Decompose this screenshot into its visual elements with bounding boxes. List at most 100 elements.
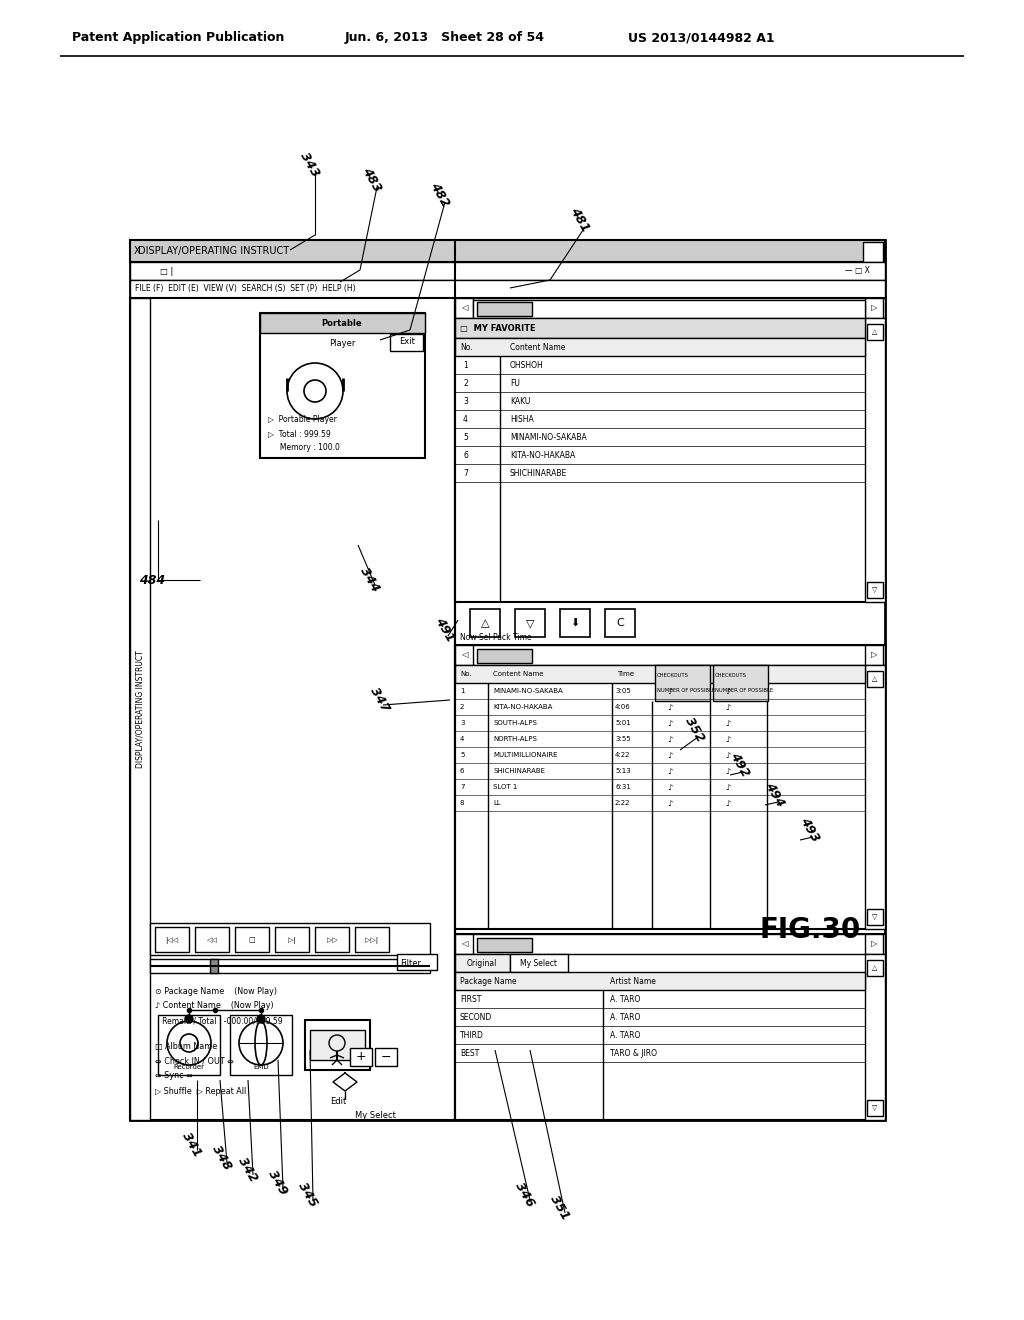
Text: □  MY FAVORITE: □ MY FAVORITE [460, 323, 536, 333]
Text: 351: 351 [548, 1193, 572, 1222]
Text: Artist Name: Artist Name [610, 977, 656, 986]
Bar [455, 318, 865, 338]
Text: 352: 352 [683, 715, 708, 744]
Text: ▷  Total : 999.59: ▷ Total : 999.59 [268, 429, 331, 438]
Text: △: △ [872, 965, 878, 972]
Text: Time: Time [617, 671, 634, 677]
Text: 5: 5 [460, 752, 464, 758]
Text: SHICHINARABE: SHICHINARABE [493, 768, 545, 774]
Text: ▽: ▽ [872, 1105, 878, 1111]
Text: ♪: ♪ [725, 734, 730, 743]
Text: −: − [381, 1051, 391, 1064]
Text: CHECKOUTS: CHECKOUTS [715, 673, 746, 678]
Text: 483: 483 [359, 165, 384, 194]
Text: ♪: ♪ [667, 767, 673, 776]
Text: ▽: ▽ [525, 618, 535, 628]
Bar [470, 609, 500, 638]
Text: 3:05: 3:05 [615, 688, 631, 694]
Text: DISPLAY/OPERATING INSTRUCT: DISPLAY/OPERATING INSTRUCT [138, 246, 289, 256]
Bar [867, 909, 883, 925]
Text: ◁: ◁ [461, 304, 467, 313]
Bar [375, 1048, 397, 1067]
Text: □ Album Name: □ Album Name [155, 1041, 217, 1051]
Text: 347: 347 [368, 685, 392, 714]
Text: No.: No. [460, 342, 473, 351]
Text: ▷▷|: ▷▷| [366, 936, 379, 944]
Text: ◁◁: ◁◁ [207, 937, 217, 942]
Bar [305, 1020, 370, 1071]
Text: C: C [616, 618, 624, 628]
Text: 484: 484 [139, 573, 165, 586]
Text: 7: 7 [463, 469, 468, 478]
Bar [390, 334, 423, 351]
Text: 2:22: 2:22 [615, 800, 631, 807]
Text: FIG.30: FIG.30 [760, 916, 860, 944]
Bar [155, 927, 189, 952]
Text: 492: 492 [728, 750, 753, 780]
Text: 2: 2 [460, 704, 464, 710]
Text: TARO & JIRO: TARO & JIRO [610, 1048, 657, 1057]
Text: ♪: ♪ [725, 783, 730, 792]
Text: MULTIMILLIONAIRE: MULTIMILLIONAIRE [493, 752, 557, 758]
Text: NUMBER OF POSSIBLE: NUMBER OF POSSIBLE [657, 688, 715, 693]
Text: SHICHINARABE: SHICHINARABE [510, 469, 567, 478]
Text: 5: 5 [463, 433, 468, 441]
Bar [865, 935, 883, 954]
Text: 343: 343 [298, 150, 323, 180]
Text: FILE (F)  EDIT (E)  VIEW (V)  SEARCH (S)  SET (P)  HELP (H): FILE (F) EDIT (E) VIEW (V) SEARCH (S) SE… [135, 285, 355, 293]
Text: Remain / Total : -000.00/999.59: Remain / Total : -000.00/999.59 [155, 1016, 283, 1026]
Text: SLOT 1: SLOT 1 [493, 784, 517, 789]
Text: ♪: ♪ [667, 751, 673, 759]
Text: +: + [355, 1051, 367, 1064]
Text: NORTH-ALPS: NORTH-ALPS [493, 737, 537, 742]
Text: ⊙ Package Name    (Now Play): ⊙ Package Name (Now Play) [155, 986, 278, 995]
Text: ♪: ♪ [667, 783, 673, 792]
Text: Player: Player [329, 338, 355, 347]
Bar [455, 645, 473, 665]
Text: ◁: ◁ [461, 940, 467, 949]
Text: Edit: Edit [330, 1097, 346, 1106]
Bar [477, 649, 532, 663]
Circle shape [185, 1015, 193, 1023]
Text: NUMBER OF POSSIBLE: NUMBER OF POSSIBLE [715, 688, 773, 693]
Text: BEST: BEST [460, 1048, 479, 1057]
Bar [865, 318, 885, 602]
Text: No.: No. [460, 671, 472, 677]
Text: ♪: ♪ [667, 686, 673, 696]
Text: 348: 348 [210, 1143, 234, 1172]
Text: △: △ [872, 676, 878, 682]
Bar [260, 313, 425, 458]
Text: FIRST: FIRST [460, 994, 481, 1003]
Text: 493: 493 [798, 816, 822, 845]
Bar [867, 960, 883, 975]
Text: 6: 6 [460, 768, 465, 774]
Text: 1: 1 [463, 360, 468, 370]
Bar [355, 927, 389, 952]
Bar [510, 954, 568, 972]
Text: □: □ [249, 937, 255, 942]
Bar [865, 954, 885, 1119]
Text: ▷|: ▷| [288, 936, 296, 944]
Bar [865, 645, 883, 665]
Bar [130, 240, 885, 1119]
Text: 6:31: 6:31 [615, 784, 631, 789]
Text: DISPLAY/OPERATING INSTRUCT: DISPLAY/OPERATING INSTRUCT [135, 651, 144, 768]
Text: ♪: ♪ [725, 702, 730, 711]
Text: ▷: ▷ [870, 304, 878, 313]
Bar [455, 298, 473, 318]
Text: MINAMI-NO-SAKABA: MINAMI-NO-SAKABA [493, 688, 563, 694]
Text: 346: 346 [513, 1180, 538, 1209]
Bar [130, 240, 885, 261]
Bar [455, 298, 885, 602]
Text: ♪: ♪ [667, 734, 673, 743]
Bar [455, 935, 885, 954]
Text: My Select: My Select [355, 1111, 396, 1121]
Text: Package Name: Package Name [460, 977, 517, 986]
Bar [515, 609, 545, 638]
Bar [455, 338, 865, 356]
Text: ▽: ▽ [872, 587, 878, 593]
Text: Original: Original [467, 958, 498, 968]
Bar [158, 1015, 220, 1074]
Text: 349: 349 [266, 1168, 290, 1197]
Text: 342: 342 [236, 1155, 260, 1184]
